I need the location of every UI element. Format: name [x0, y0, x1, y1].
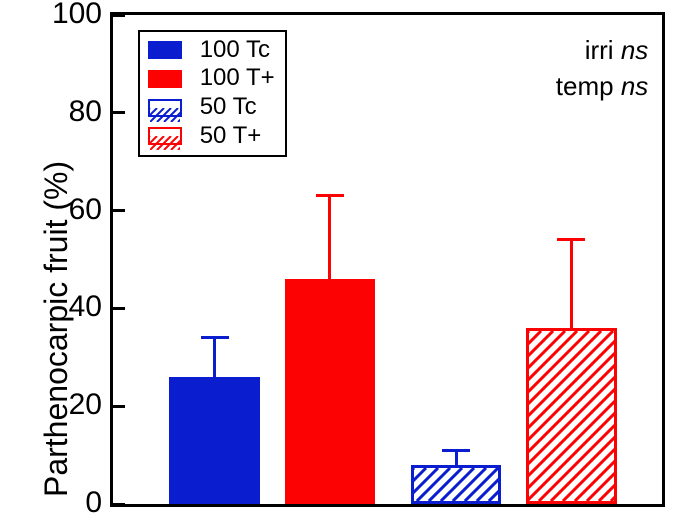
y-tick-mark — [113, 14, 125, 17]
legend-item: 100 Tc — [148, 36, 275, 65]
legend-label: 100 T+ — [200, 64, 275, 93]
y-tick-mark — [113, 405, 125, 408]
y-tick-label: 60 — [69, 193, 102, 227]
legend: 100 Tc100 T+50 Tc50 T+ — [138, 30, 287, 157]
y-tick-label: 100 — [52, 0, 102, 31]
annotation: temp ns — [556, 71, 649, 102]
error-bar — [328, 196, 331, 279]
bar — [285, 279, 376, 504]
annotation-italic: ns — [621, 71, 648, 101]
legend-label: 50 T+ — [200, 122, 262, 151]
error-bar — [213, 338, 216, 377]
error-bar — [570, 240, 573, 328]
y-tick-label: 80 — [69, 95, 102, 129]
error-cap — [201, 336, 229, 339]
y-tick-label: 40 — [69, 290, 102, 324]
y-tick-mark — [113, 307, 125, 310]
chart-container: Parthenocarpic fruit (%) 100 Tc100 T+50 … — [0, 0, 685, 531]
y-tick-label: 0 — [85, 486, 102, 520]
legend-label: 50 Tc — [200, 93, 257, 122]
y-tick-mark — [113, 503, 125, 506]
legend-swatch — [148, 127, 182, 145]
legend-item: 100 T+ — [148, 64, 275, 93]
legend-swatch — [148, 41, 182, 59]
plot-area: 100 Tc100 T+50 Tc50 T+ irri nstemp ns — [110, 12, 665, 507]
bar — [169, 377, 260, 504]
legend-swatch — [148, 70, 182, 88]
y-tick-mark — [113, 209, 125, 212]
error-cap — [557, 238, 585, 241]
error-bar — [455, 450, 458, 465]
error-cap — [442, 449, 470, 452]
legend-item: 50 Tc — [148, 93, 275, 122]
y-tick-mark — [113, 111, 125, 114]
bar — [526, 328, 617, 504]
annotation-prefix: temp — [556, 71, 621, 101]
error-cap — [316, 194, 344, 197]
annotation: irri ns — [585, 35, 649, 66]
legend-swatch — [148, 99, 182, 117]
annotation-prefix: irri — [585, 35, 621, 65]
annotation-italic: ns — [621, 35, 648, 65]
y-tick-label: 20 — [69, 388, 102, 422]
bar — [411, 465, 502, 504]
legend-item: 50 T+ — [148, 122, 275, 151]
legend-label: 100 Tc — [200, 36, 270, 65]
